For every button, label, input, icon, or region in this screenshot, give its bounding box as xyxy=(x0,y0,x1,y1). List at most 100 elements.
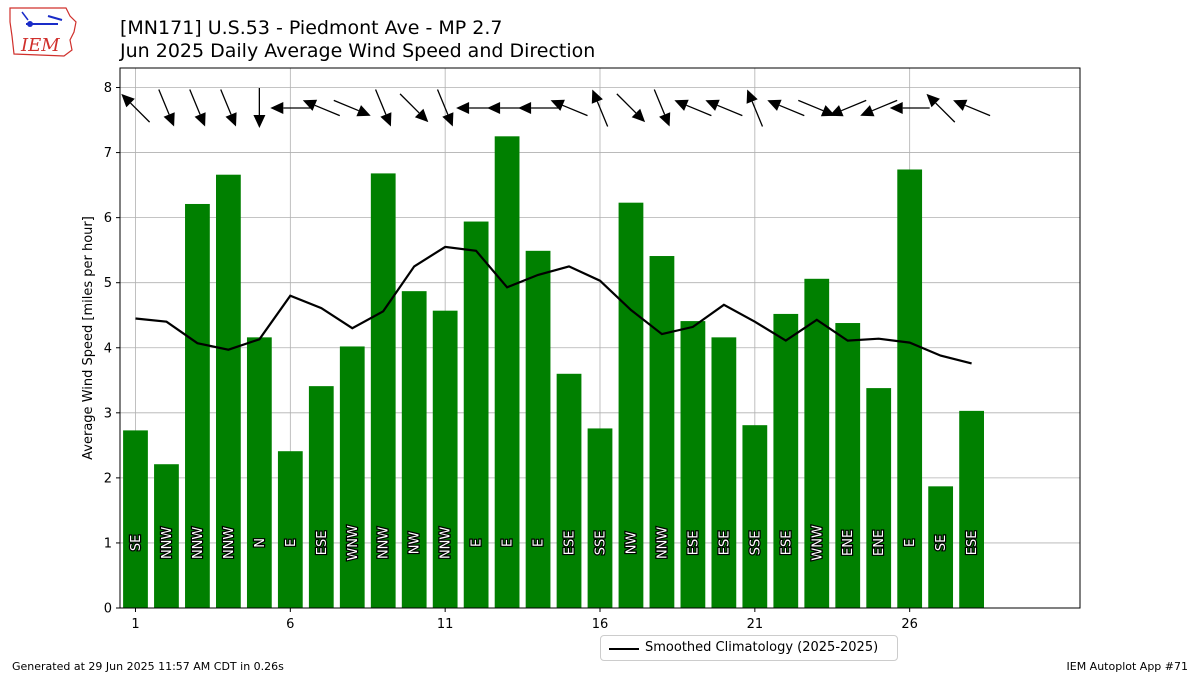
direction-label: WNW xyxy=(810,525,825,561)
wind-arrow-head xyxy=(860,105,875,117)
wind-arrow-head xyxy=(487,102,501,114)
wind-arrow-shaft xyxy=(686,104,712,117)
climatology-line xyxy=(135,245,972,365)
wind-arrow-head xyxy=(631,108,646,123)
direction-label: NNW xyxy=(439,527,454,559)
wind-arrow-head xyxy=(953,99,968,111)
wind-arrow-shaft xyxy=(130,102,151,123)
x-tick-label: 16 xyxy=(592,617,609,632)
wind-arrow xyxy=(798,99,836,117)
wind-arrow xyxy=(953,99,991,117)
wind-arrow-shaft xyxy=(798,99,824,112)
iowa-map-icon: IEM xyxy=(9,7,77,57)
wind-arrow-head xyxy=(302,99,318,111)
x-tick-label: 11 xyxy=(437,617,454,632)
direction-label: NNW xyxy=(377,527,392,559)
direction-label: ENE xyxy=(841,530,856,556)
wind-arrow xyxy=(767,99,805,117)
wind-arrow xyxy=(746,89,764,127)
direction-label: NNW xyxy=(222,527,237,559)
wind-arrow-head xyxy=(194,112,206,127)
wind-arrow-head xyxy=(591,89,603,104)
wind-arrow xyxy=(333,99,371,117)
direction-label: E xyxy=(903,539,918,547)
direction-label: NW xyxy=(408,531,423,554)
wind-arrow-shaft xyxy=(562,104,588,117)
wind-arrow xyxy=(302,99,341,117)
wind-arrow-shaft xyxy=(436,89,449,115)
direction-label: ESE xyxy=(563,531,578,556)
wind-arrow xyxy=(653,89,671,127)
bars xyxy=(123,136,984,609)
wind-arrow xyxy=(860,99,898,117)
direction-label: E xyxy=(532,539,547,547)
y-tick-label: 3 xyxy=(104,406,112,421)
wind-bar xyxy=(432,310,458,608)
wind-arrow-shaft xyxy=(616,93,637,114)
wind-bar xyxy=(339,346,365,608)
y-tick-label: 8 xyxy=(104,81,112,96)
wind-arrow xyxy=(270,102,311,114)
footer-generated: Generated at 29 Jun 2025 11:57 AM CDT in… xyxy=(12,660,284,673)
wind-arrow-head xyxy=(225,112,237,127)
wind-bar xyxy=(123,430,148,608)
wind-arrow-shaft xyxy=(779,104,805,117)
wind-bar xyxy=(897,169,923,609)
y-tick-label: 7 xyxy=(104,146,112,161)
wind-arrow-shaft xyxy=(189,89,201,115)
wind-arrow xyxy=(121,93,151,123)
wind-arrow-shaft xyxy=(964,104,991,117)
y-tick-label: 5 xyxy=(104,276,112,291)
wind-bar xyxy=(742,425,768,608)
wind-bar xyxy=(525,250,551,608)
direction-label: N xyxy=(253,538,268,548)
wind-arrow-shaft xyxy=(314,104,341,117)
direction-labels: SE NNW NNW NNW N E ESE WNW NNW NW NNW E E E ESE SSE NW NN… xyxy=(128,524,981,562)
wind-arrow xyxy=(674,99,712,117)
wind-bar xyxy=(401,291,427,608)
wind-bar xyxy=(463,221,489,608)
wind-arrow-shaft xyxy=(717,104,743,117)
wind-bar xyxy=(556,373,582,608)
wind-bar xyxy=(866,388,892,608)
wind-bar xyxy=(246,337,272,608)
direction-label: ESE xyxy=(717,531,732,556)
wind-arrow xyxy=(518,102,559,114)
wind-arrow xyxy=(926,93,956,123)
wind-arrow xyxy=(189,89,206,127)
wind-bar xyxy=(277,451,303,608)
wind-arrow-head xyxy=(926,93,940,108)
direction-label: E xyxy=(501,539,516,547)
wind-arrow xyxy=(253,88,266,128)
direction-label: SE xyxy=(934,535,949,551)
wind-arrow-shaft xyxy=(871,99,898,112)
wind-bar xyxy=(711,337,737,608)
wind-bar xyxy=(959,410,984,608)
y-tick-label: 6 xyxy=(104,211,112,226)
wind-arrow-shaft xyxy=(653,89,666,115)
wind-arrow-head xyxy=(456,102,470,114)
wind-arrow xyxy=(550,99,588,117)
wind-arrow xyxy=(399,93,429,123)
direction-label: SSE xyxy=(594,531,609,556)
wind-arrow xyxy=(374,89,392,127)
wind-bar xyxy=(308,386,334,608)
wind-bar xyxy=(154,464,179,608)
wind-arrow xyxy=(220,89,237,127)
wind-arrow-head xyxy=(659,112,671,127)
wind-bar xyxy=(928,486,954,608)
direction-label: NNW xyxy=(160,527,175,559)
x-tick-label: 1 xyxy=(131,617,139,632)
wind-bar xyxy=(494,136,520,609)
wind-arrow-head xyxy=(705,99,720,111)
wind-arrow-head xyxy=(270,102,284,114)
wind-arrow xyxy=(889,102,930,114)
climatology-line-group xyxy=(135,245,972,365)
wind-bar xyxy=(587,428,613,608)
legend-label: Smoothed Climatology (2025-2025) xyxy=(645,640,879,655)
wind-arrow-shaft xyxy=(751,101,764,127)
direction-label: ENE xyxy=(872,530,887,556)
wind-arrow-head xyxy=(380,112,392,127)
legend-line-swatch xyxy=(609,648,639,650)
